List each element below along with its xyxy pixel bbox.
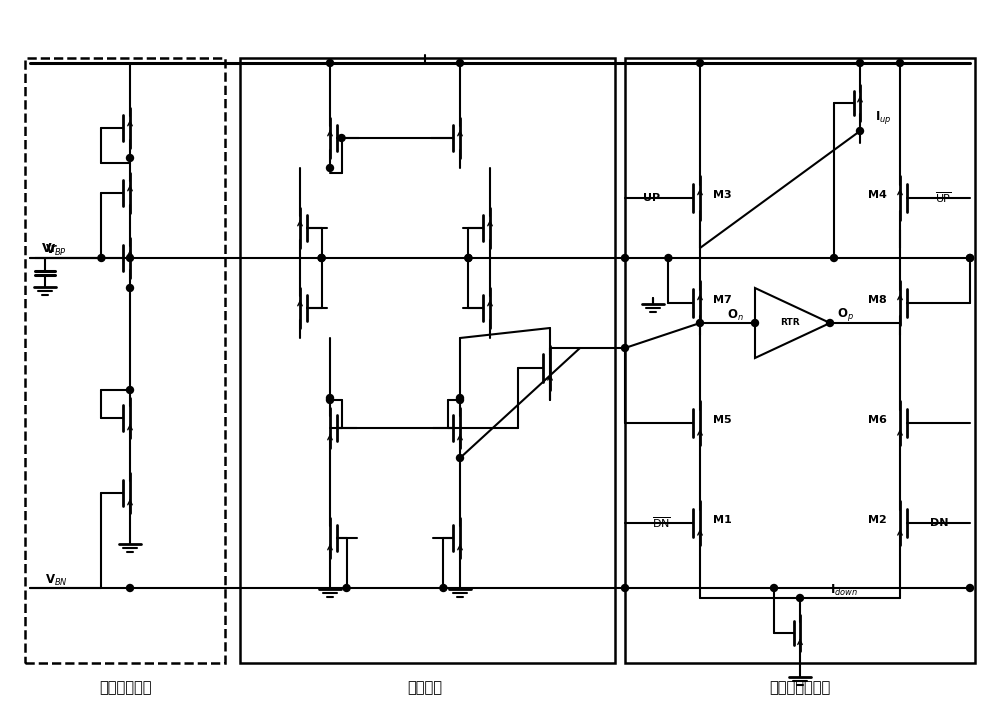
Circle shape [126,254,134,261]
Text: O$_n$: O$_n$ [727,307,743,322]
Circle shape [326,60,334,67]
Circle shape [966,254,974,261]
Text: 电荷泵核心电路: 电荷泵核心电路 [769,681,831,696]
Circle shape [856,128,864,134]
Circle shape [966,254,974,261]
Text: RTR: RTR [780,319,800,327]
Text: 反馈网络: 反馈网络 [408,681,442,696]
Text: M4: M4 [868,190,887,200]
Text: $\overline{\mathrm{UP}}$: $\overline{\mathrm{UP}}$ [935,191,952,205]
Circle shape [126,386,134,393]
Circle shape [796,595,804,602]
Circle shape [622,254,629,261]
Circle shape [465,254,472,261]
Text: O$_p$: O$_p$ [837,307,853,324]
Circle shape [126,284,134,292]
Circle shape [318,254,325,261]
Circle shape [456,394,464,401]
Circle shape [98,254,105,261]
Circle shape [326,396,334,404]
Text: M5: M5 [713,415,732,425]
Circle shape [343,584,350,592]
Text: Vr: Vr [42,243,58,256]
Circle shape [326,394,334,401]
Circle shape [856,60,864,67]
Circle shape [326,164,334,172]
Circle shape [770,584,778,592]
Text: DN: DN [930,518,948,528]
Circle shape [465,254,472,261]
Text: M2: M2 [868,515,887,525]
Circle shape [456,454,464,462]
Text: M7: M7 [713,295,732,305]
Text: I$_{down}$: I$_{down}$ [830,582,858,597]
Circle shape [126,584,134,592]
Text: V$_{BP}$: V$_{BP}$ [45,243,67,258]
Text: M6: M6 [868,415,887,425]
Circle shape [318,254,325,261]
Circle shape [622,345,629,352]
Text: 复制偏置电路: 复制偏置电路 [99,681,151,696]
Circle shape [896,60,904,67]
Text: M1: M1 [713,515,732,525]
Bar [240,58,615,663]
Text: $\overline{\mathrm{DN}}$: $\overline{\mathrm{DN}}$ [652,516,671,531]
Circle shape [966,584,974,592]
Text: I$_{up}$: I$_{up}$ [875,110,892,126]
Circle shape [665,254,672,261]
Bar [25,58,225,663]
Circle shape [622,584,629,592]
Circle shape [126,154,134,162]
Circle shape [456,396,464,404]
Text: M8: M8 [868,295,887,305]
Bar [625,58,975,663]
Circle shape [456,60,464,67]
Circle shape [826,320,834,327]
Text: M3: M3 [713,190,732,200]
Circle shape [338,134,345,141]
Circle shape [696,60,704,67]
Text: UP: UP [643,193,661,203]
Circle shape [752,320,759,327]
Circle shape [696,320,704,327]
Circle shape [830,254,838,261]
Text: V$_{BN}$: V$_{BN}$ [45,572,68,587]
Circle shape [440,584,447,592]
